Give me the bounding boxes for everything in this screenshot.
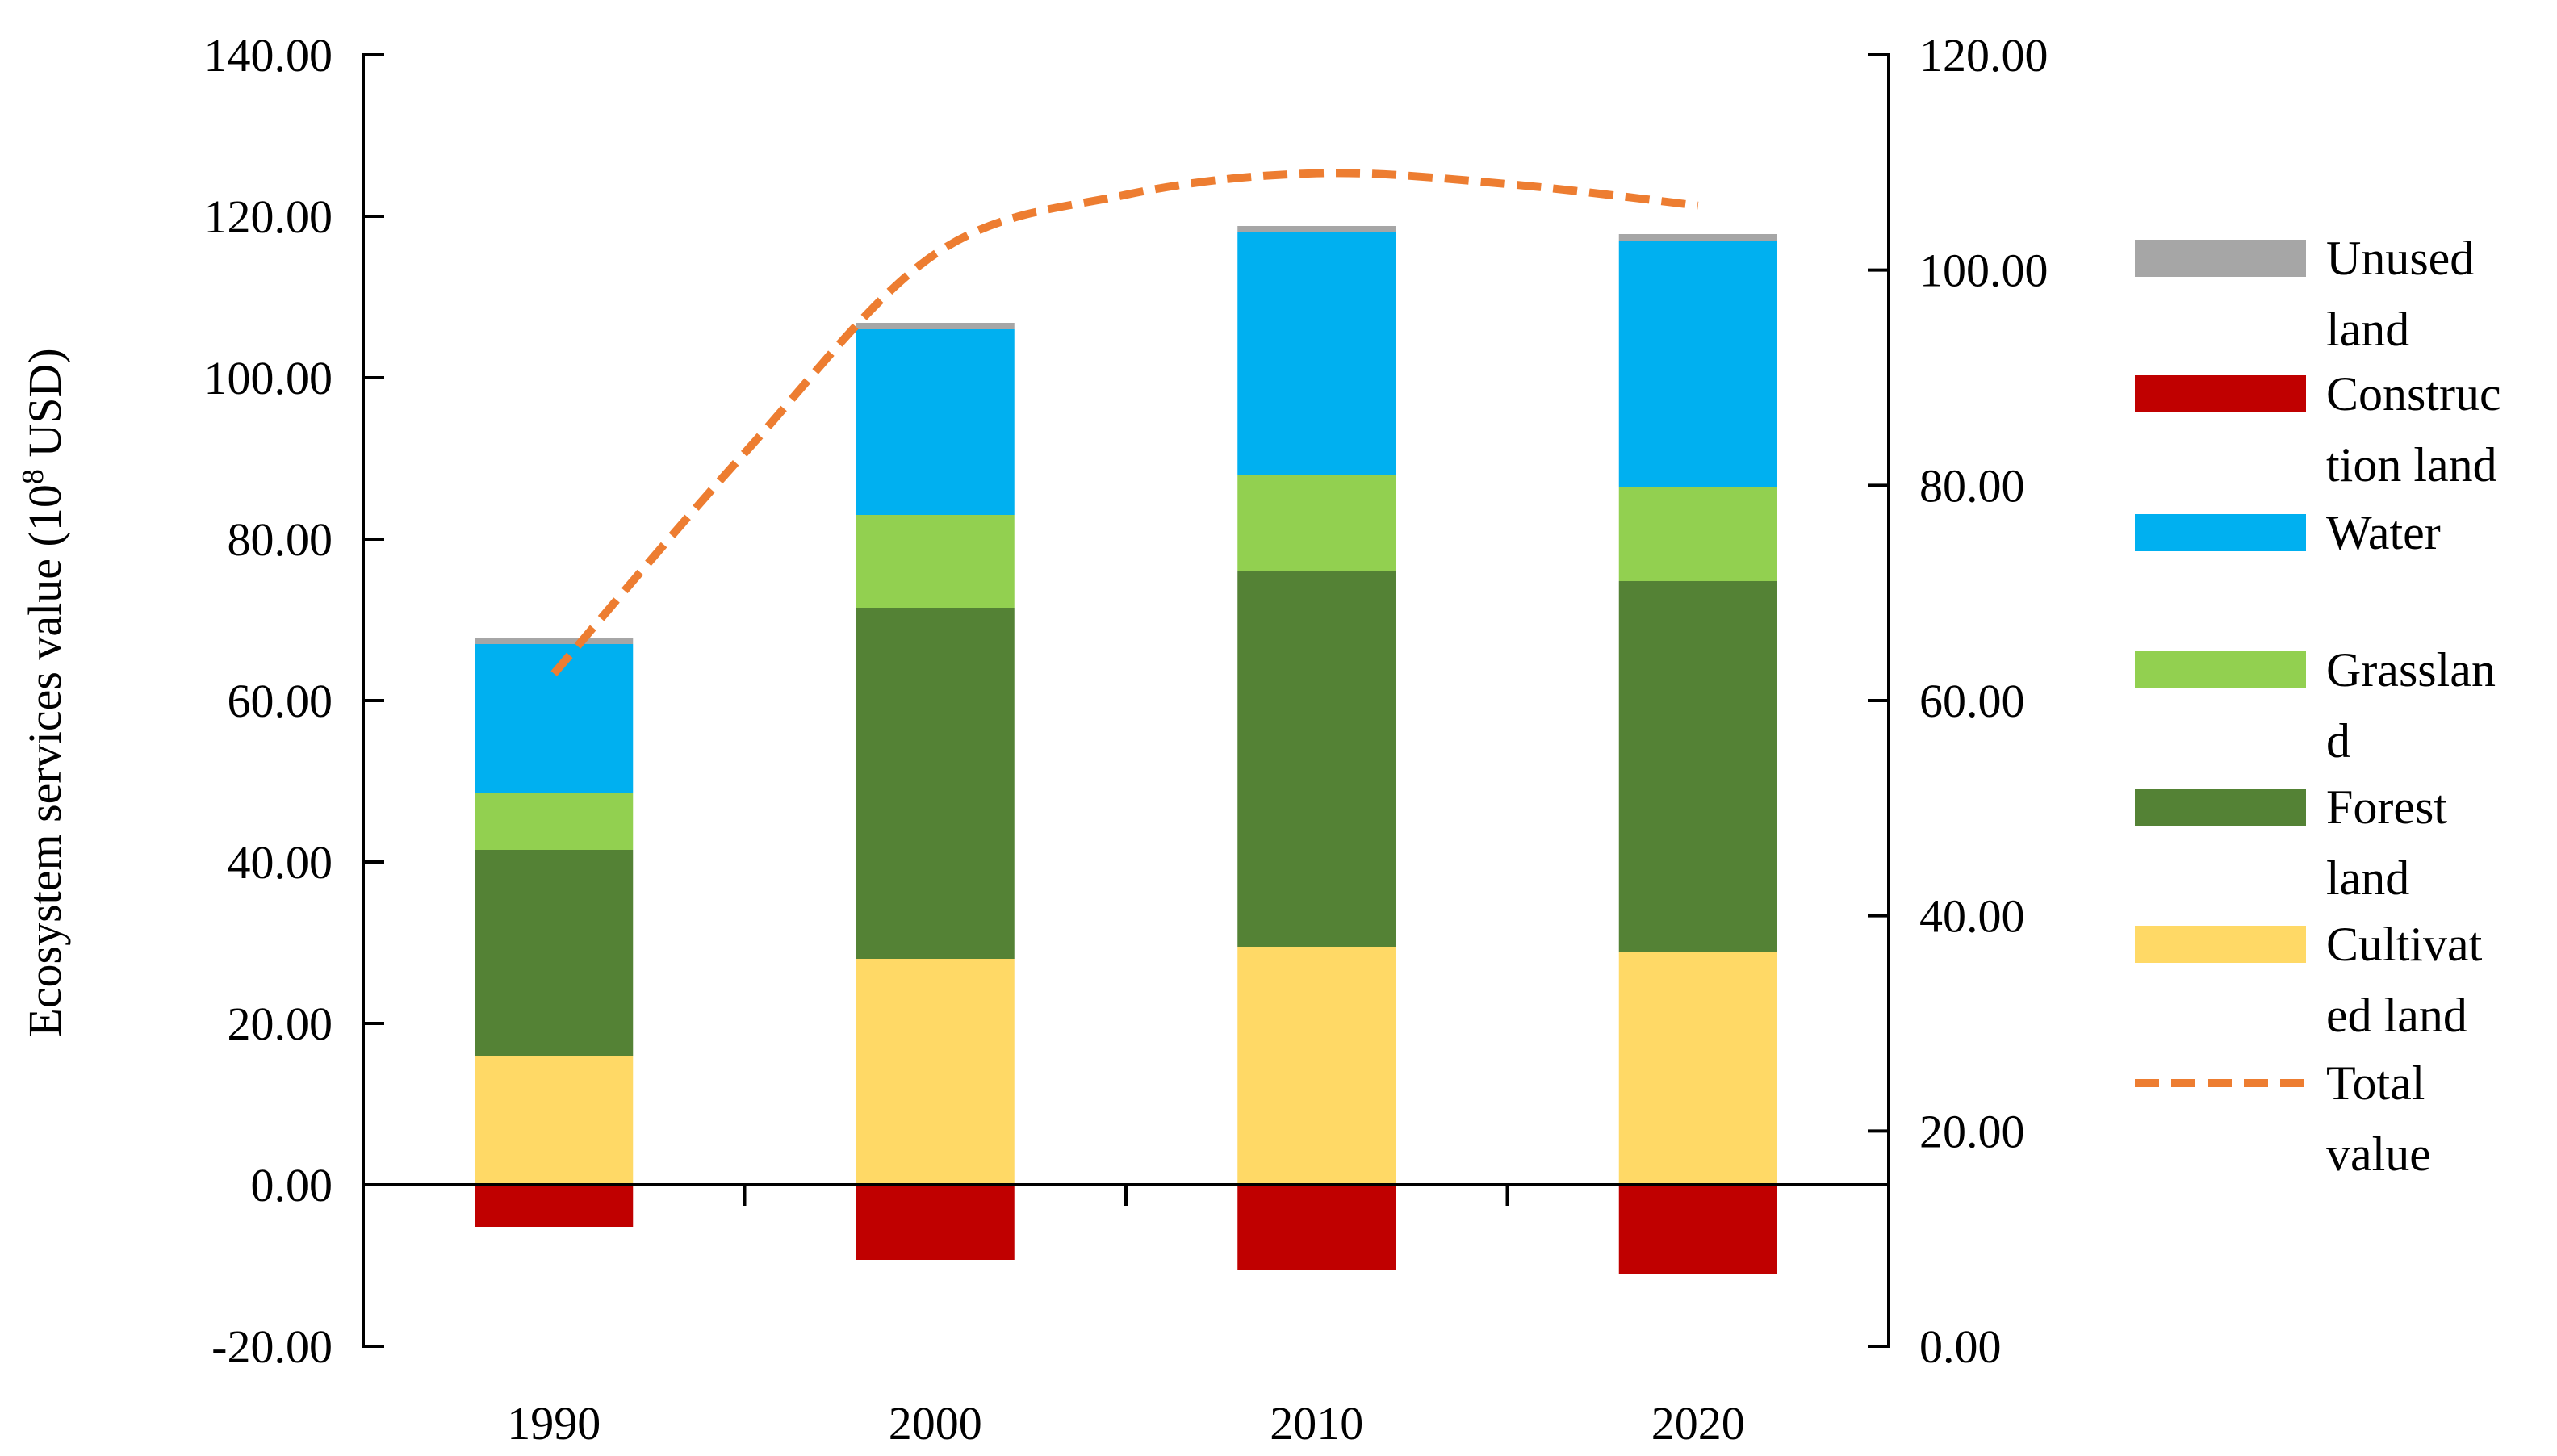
bar-construction-2010 [1237,1185,1396,1270]
legend-swatch-forest [2135,789,2306,826]
legend-label-forest: land [2326,851,2409,905]
y-axis-title: Ecosystem services value (108 USD) [16,348,71,1036]
bar-grassland-2010 [1237,475,1396,571]
bar-construction-2000 [856,1185,1015,1260]
bar-unused-2010 [1237,226,1396,232]
bar-water-1990 [475,644,634,793]
y-tick-label: 80.00 [228,513,333,566]
bar-water-2020 [1618,241,1777,487]
bar-forest-1990 [475,850,634,1056]
bar-water-2010 [1237,232,1396,475]
bar-unused-2020 [1618,234,1777,241]
total-value-line [550,169,1699,676]
bar-construction-2020 [1618,1185,1777,1274]
x-tick-label: 1990 [507,1397,601,1450]
bar-cultivated-2020 [1618,952,1777,1185]
legend: Unused land Construc tion land Water Grasslan… [2135,232,2501,1181]
y2-tick-label: 0.00 [1919,1320,2002,1373]
y-tick-label: -20.00 [211,1320,333,1373]
legend-swatch-grassland [2135,651,2306,688]
bar-water-2000 [856,329,1015,515]
bar-unused-2000 [856,323,1015,329]
legend-label-total-value: Total [2326,1056,2425,1110]
bar-cultivated-2000 [856,959,1015,1185]
y-tick-label: 20.00 [228,998,333,1050]
legend-label-grassland: Grasslan [2326,643,2496,697]
x-tick-label: 2010 [1270,1397,1363,1450]
y2-tick-label: 20.00 [1919,1105,2025,1157]
legend-swatch-construction [2135,375,2306,412]
bar-grassland-2020 [1618,487,1777,581]
legend-swatch-water [2135,514,2306,551]
legend-label-cultivated: Cultivat [2326,918,2483,971]
legend-label-grassland: d [2326,714,2350,768]
legend-swatch-cultivated [2135,926,2306,963]
legend-label-unused: Unused [2326,232,2474,285]
bar-forest-2020 [1618,581,1777,952]
bar-forest-2010 [1237,571,1396,947]
bar-cultivated-2010 [1237,947,1396,1185]
bar-construction-1990 [475,1185,634,1227]
y2-tick-label: 40.00 [1919,890,2025,943]
total-line-layer [550,169,1699,676]
legend-swatch-unused [2135,240,2306,277]
legend-label-construction: tion land [2326,438,2497,492]
legend-label-construction: Construc [2326,367,2501,420]
y-tick-label: 40.00 [228,836,333,889]
y-tick-label: 100.00 [204,352,333,404]
bar-grassland-1990 [475,793,634,850]
x-tick-label: 2020 [1651,1397,1745,1450]
legend-label-total-value: value [2326,1128,2431,1181]
bar-unused-1990 [475,638,634,644]
legend-label-unused: land [2326,303,2409,356]
x-tick-label: 2000 [889,1397,982,1450]
bars-layer [475,226,1777,1274]
y2-tick-label: 100.00 [1919,245,2049,297]
legend-label-water: Water [2326,506,2441,559]
bar-cultivated-1990 [475,1056,634,1185]
y2-tick-label: 60.00 [1919,675,2025,727]
y-tick-label: 140.00 [204,29,333,82]
y2-tick-label: 120.00 [1919,29,2049,82]
y-tick-label: 60.00 [228,675,333,727]
bar-forest-2000 [856,608,1015,959]
axes-layer: 140.00 120.00 100.00 80.00 60.00 40.00 20.00 0.… [16,29,2049,1450]
y2-tick-label: 80.00 [1919,459,2025,512]
y-tick-label: 0.00 [251,1159,333,1211]
y-tick-label: 120.00 [204,190,333,243]
legend-label-cultivated: ed land [2326,989,2467,1042]
bar-grassland-2000 [856,515,1015,608]
legend-label-forest: Forest [2326,780,2447,834]
